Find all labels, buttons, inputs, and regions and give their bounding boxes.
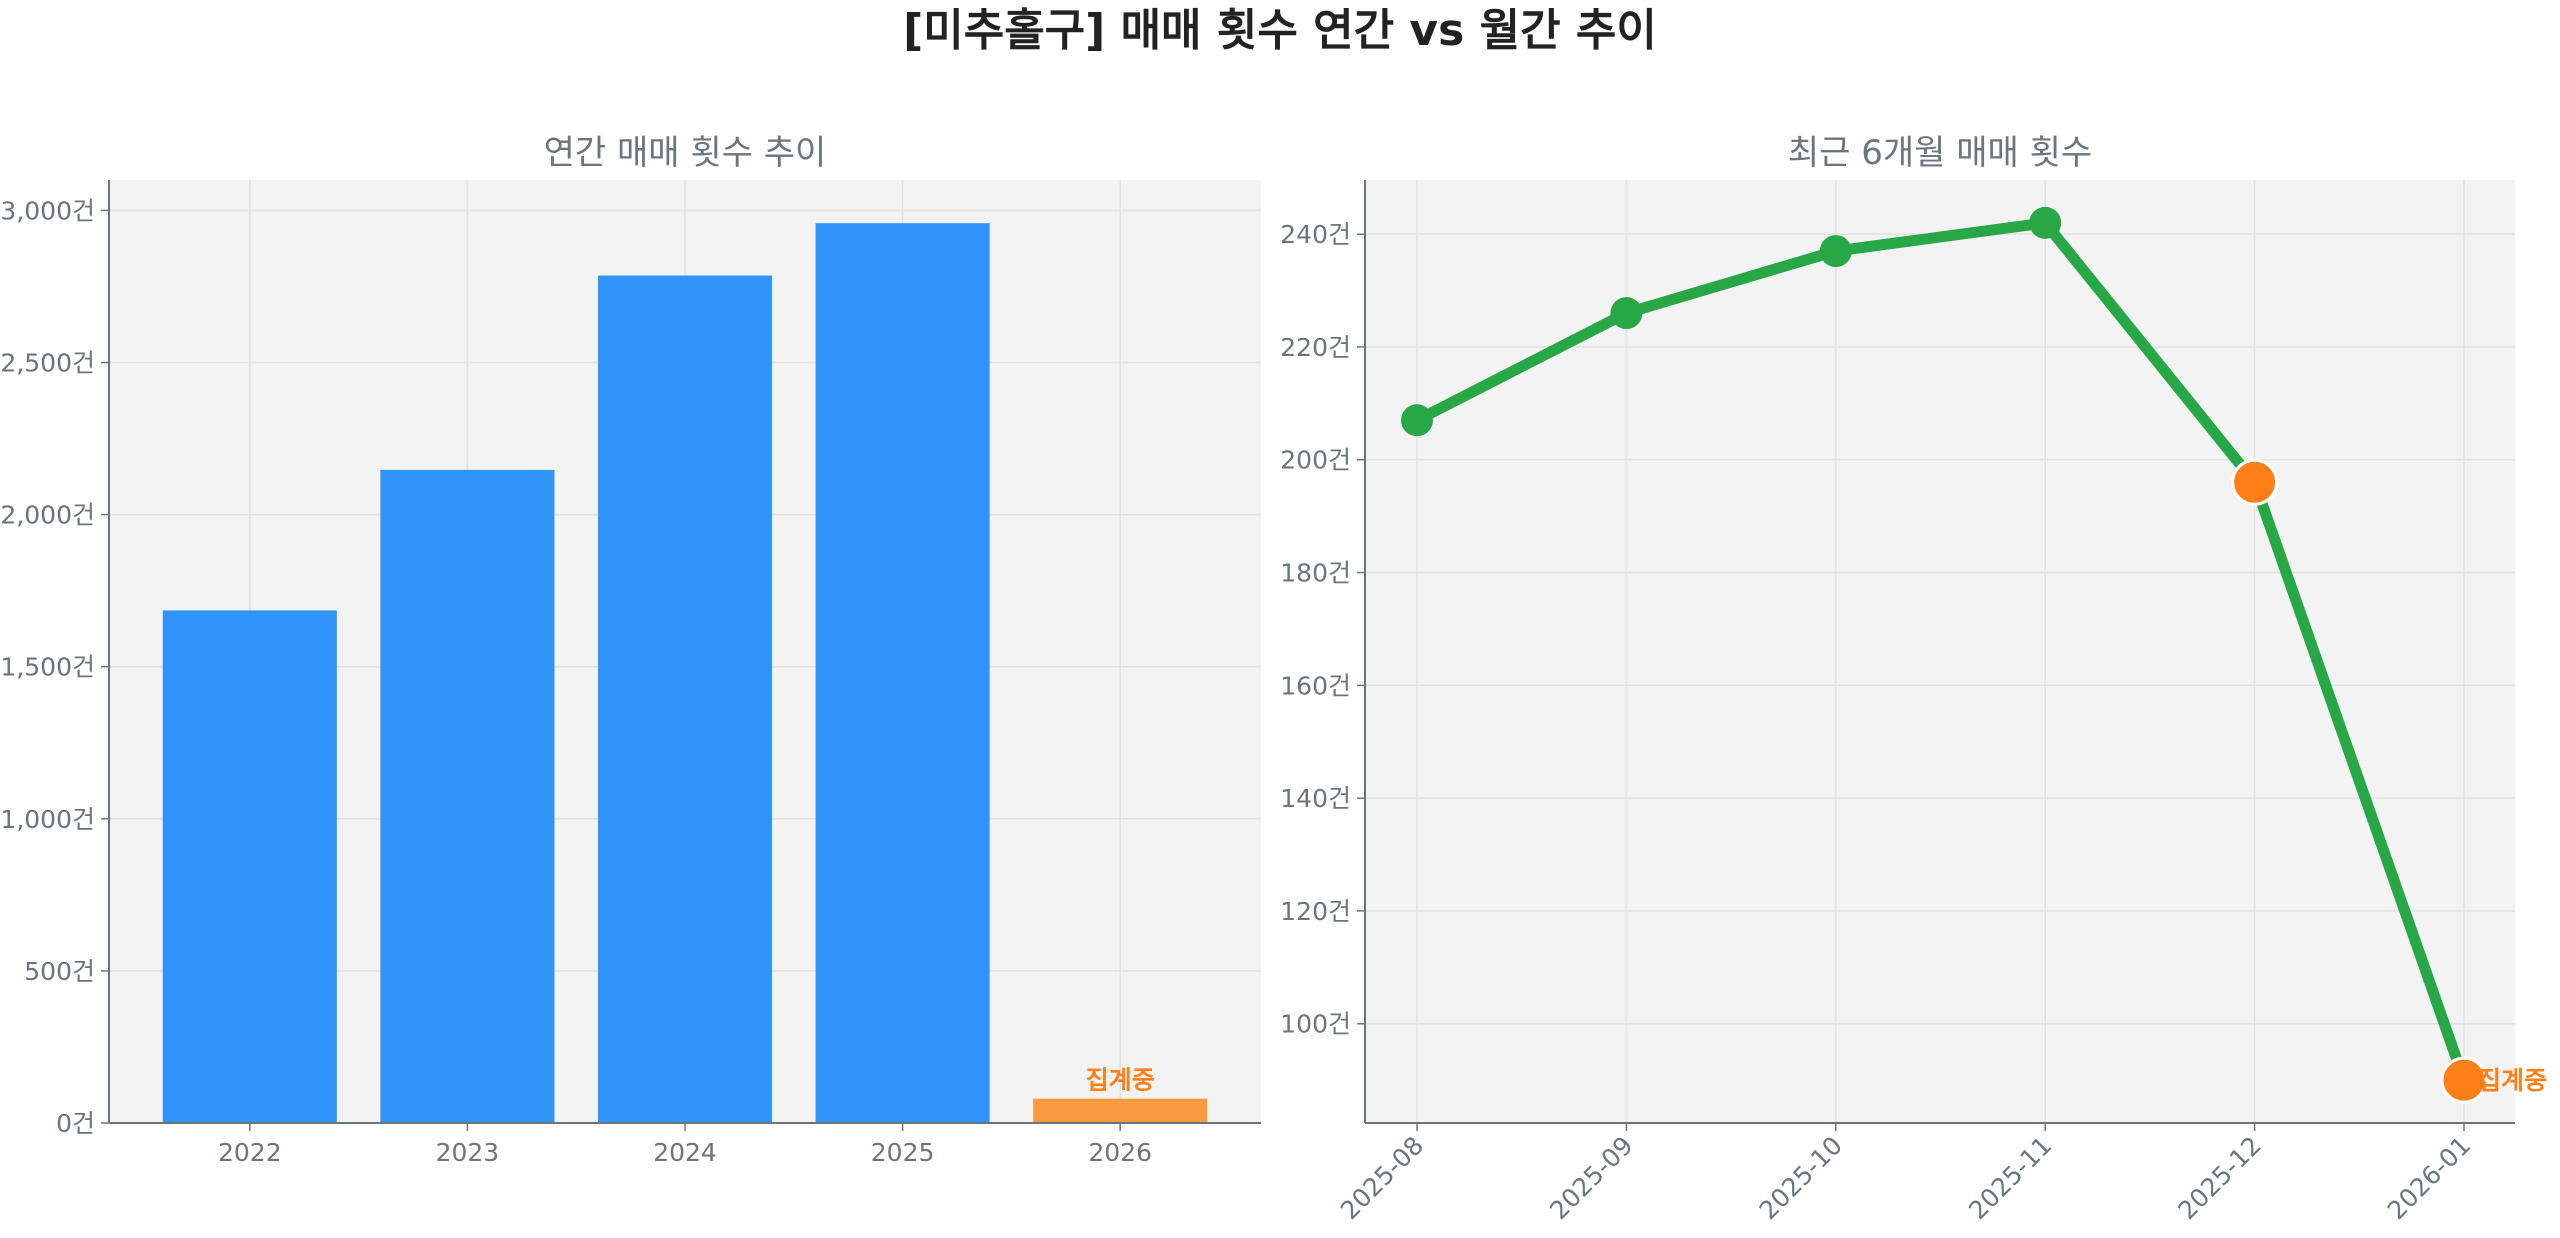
data-point-2025-11 bbox=[2029, 206, 2062, 239]
data-point-2025-12 bbox=[2231, 458, 2279, 506]
y-tick-label: 2,500건 bbox=[0, 349, 95, 378]
y-tick-label: 1,000건 bbox=[0, 805, 95, 834]
partial-annotation: 집계중 bbox=[1086, 1066, 1155, 1095]
y-tick-label: 500건 bbox=[24, 957, 95, 986]
bar-2026 bbox=[1033, 1098, 1208, 1123]
figure-title: [미추홀구] 매매 횟수 연간 vs 월간 추이 bbox=[903, 5, 1657, 56]
x-tick-label: 2023 bbox=[436, 1138, 500, 1167]
y-tick-label: 0건 bbox=[56, 1109, 95, 1138]
bar-2025 bbox=[815, 223, 990, 1123]
annual-bar-chart: 0건 500건 1,000건 1,500건 2,000건 2,500건 3,000건 연간 매… bbox=[0, 133, 1261, 1167]
series-line bbox=[1414, 217, 2470, 1082]
y-tick-label: 240건 bbox=[1280, 220, 1351, 249]
x-tick-label: 2025-09 bbox=[1544, 1131, 1638, 1225]
y-tick-label: 2,000건 bbox=[0, 501, 95, 530]
x-tick-label: 2025-08 bbox=[1335, 1131, 1429, 1225]
x-tick-label: 2024 bbox=[653, 1138, 717, 1167]
data-point-2026-01 bbox=[2440, 1056, 2488, 1104]
x-tick-label: 2025-10 bbox=[1754, 1131, 1848, 1225]
partial-annotation: 집계중 bbox=[2478, 1066, 2547, 1095]
y-tick-label: 100건 bbox=[1280, 1010, 1351, 1039]
x-tick-label: 2026-01 bbox=[2382, 1131, 2476, 1225]
y-tick-label: 220건 bbox=[1280, 333, 1351, 362]
y-tick-label: 1,500건 bbox=[0, 653, 95, 682]
plot-area bbox=[1365, 180, 2515, 1123]
x-tick-label: 2026 bbox=[1088, 1138, 1152, 1167]
data-point-2025-10 bbox=[1819, 235, 1852, 268]
chart-title: 최근 6개월 매매 횟수 bbox=[1788, 133, 2092, 173]
bar-2024 bbox=[597, 275, 773, 1123]
data-point-2025-09 bbox=[1610, 297, 1643, 330]
y-tick-label: 180건 bbox=[1280, 559, 1351, 588]
x-tick-label: 2025-12 bbox=[2172, 1131, 2266, 1225]
x-tick-label: 2022 bbox=[218, 1138, 282, 1167]
bar-2022 bbox=[162, 610, 337, 1123]
y-tick-label: 200건 bbox=[1280, 446, 1351, 475]
bar-2023 bbox=[380, 469, 555, 1123]
x-tick-label: 2025-11 bbox=[1963, 1131, 2057, 1225]
y-tick-label: 140건 bbox=[1280, 784, 1351, 813]
data-point-2025-08 bbox=[1401, 404, 1433, 437]
monthly-line-chart: 100건 120건 140건 160건 180건 200건 220건 240건 최근 6개월 매… bbox=[1280, 133, 2547, 1225]
y-tick-label: 3,000건 bbox=[0, 196, 95, 225]
y-tick-label: 120건 bbox=[1280, 897, 1351, 926]
x-tick-label: 2025 bbox=[871, 1138, 935, 1167]
chart-title: 연간 매매 횟수 추이 bbox=[544, 133, 827, 173]
y-tick-label: 160건 bbox=[1280, 671, 1351, 700]
